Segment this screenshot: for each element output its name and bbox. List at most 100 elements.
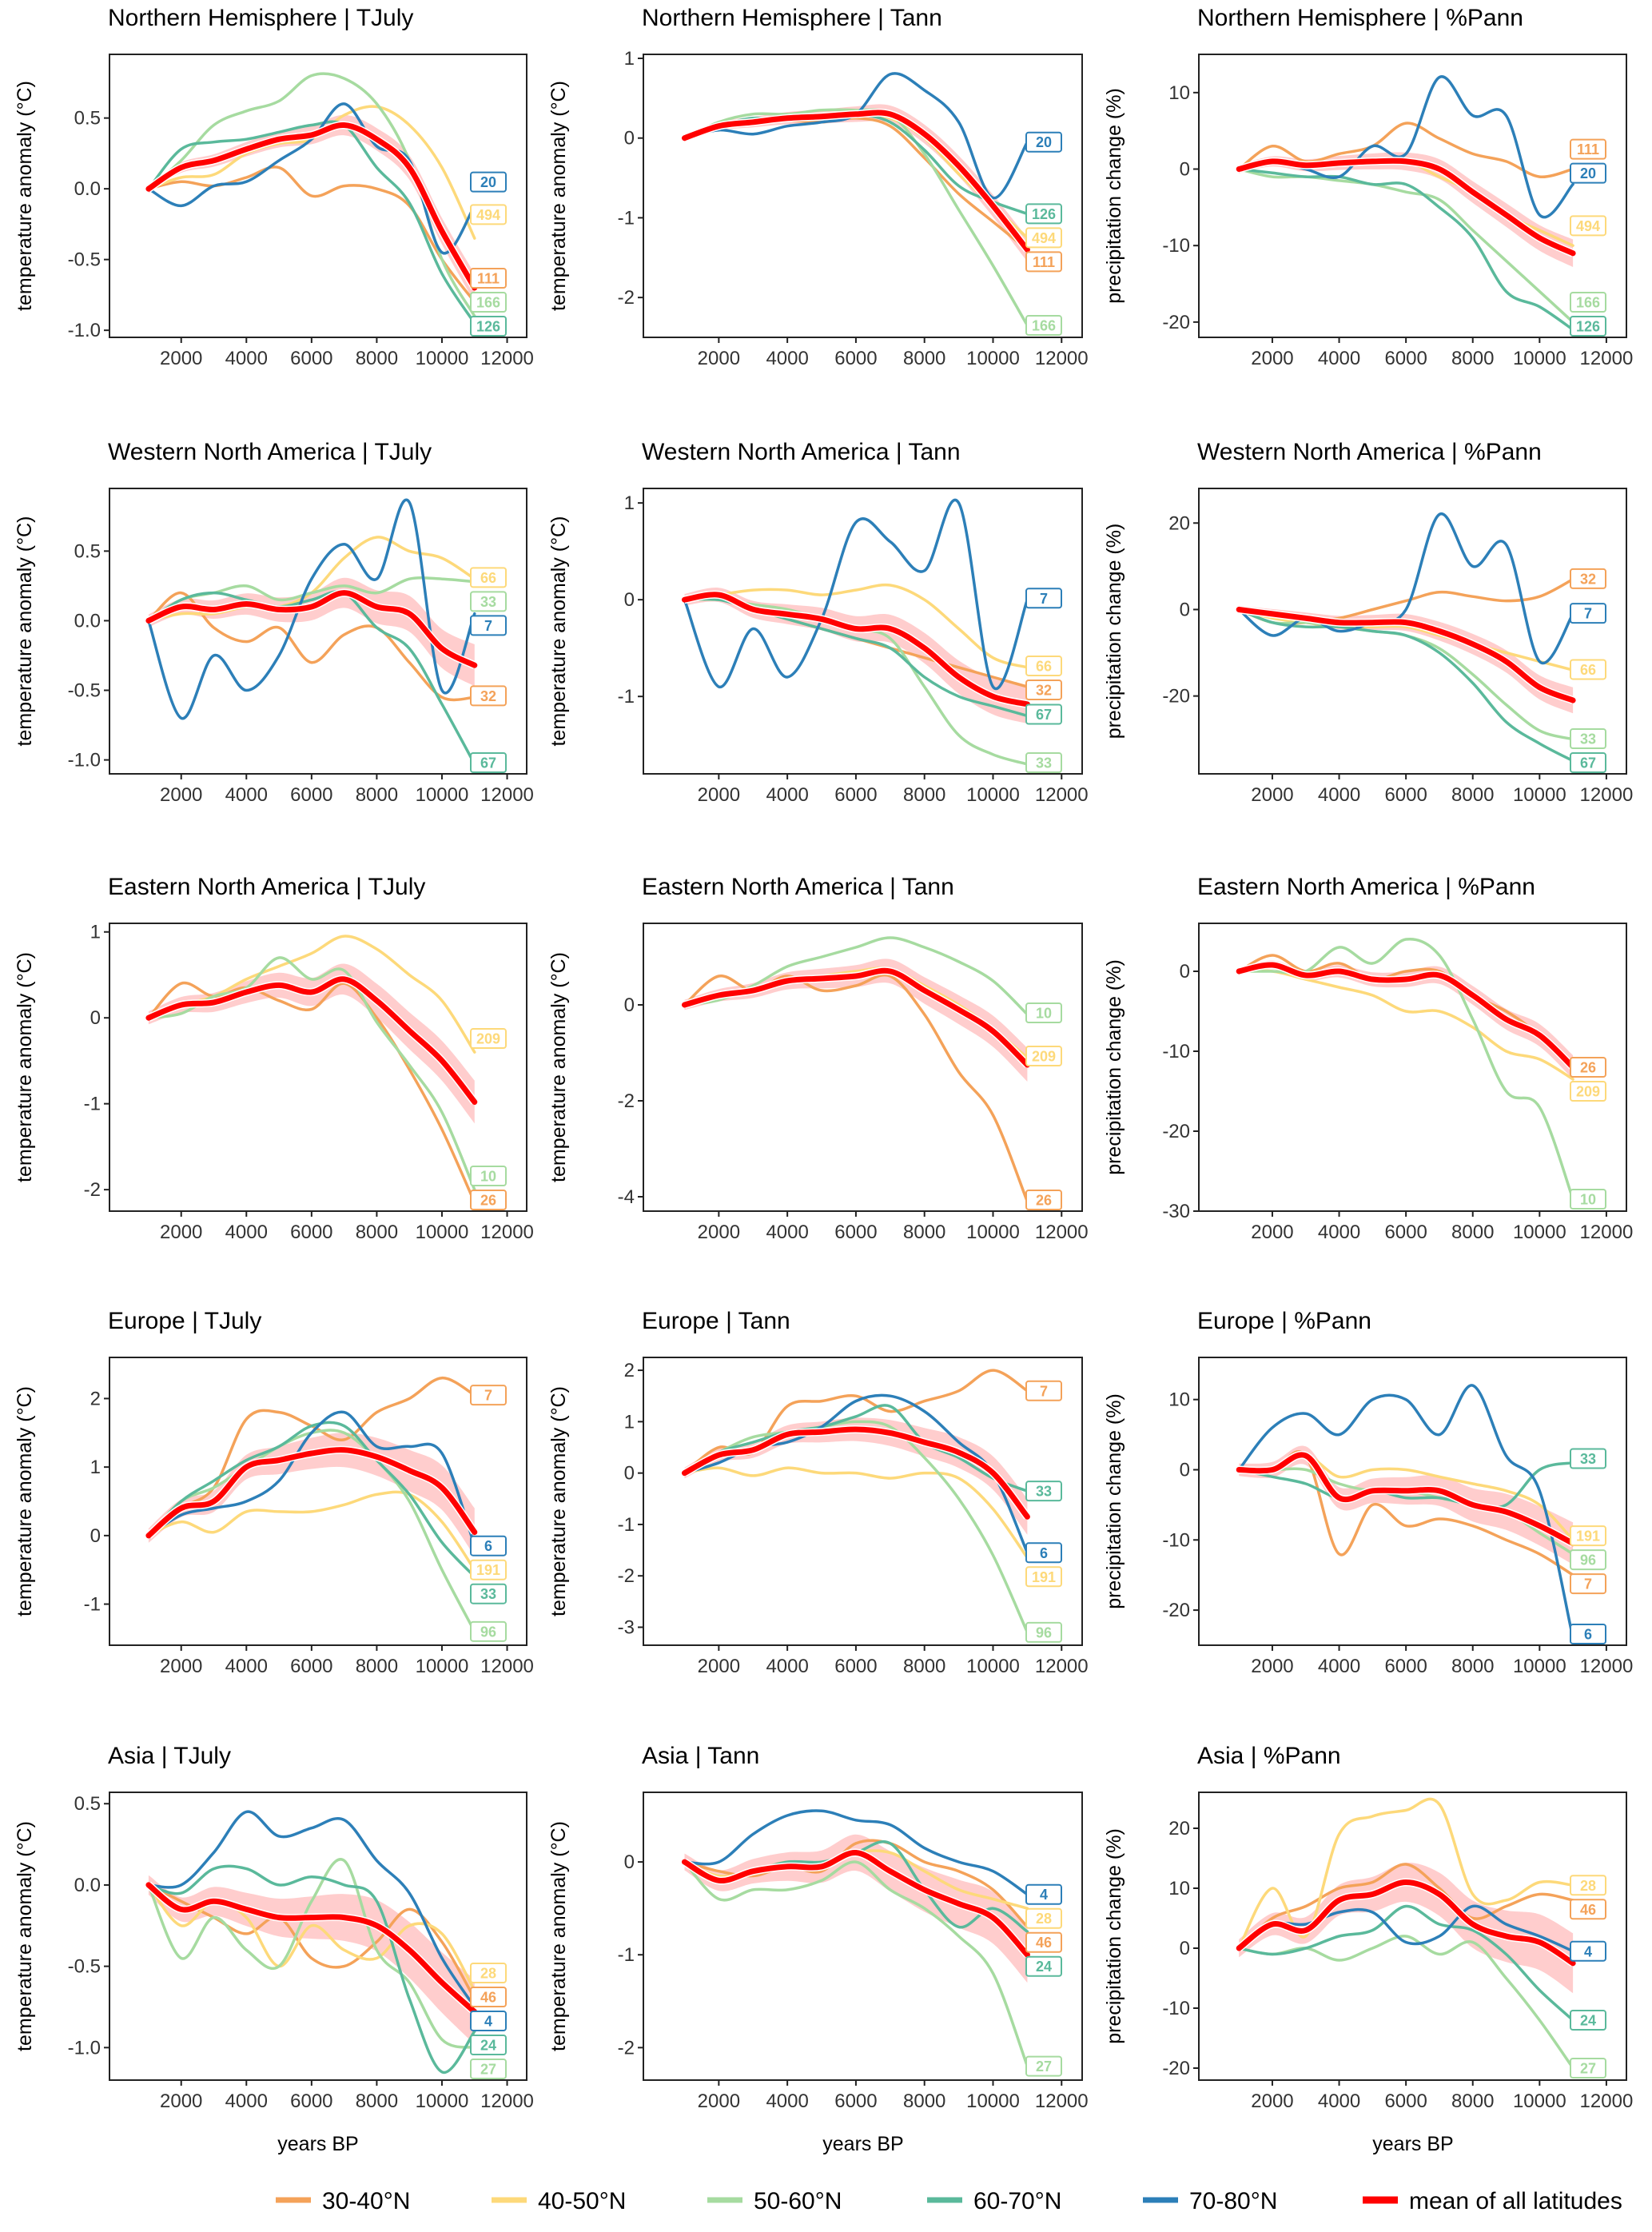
svg-text:111: 111 [1033, 254, 1055, 270]
legend-label: 60-70°N [973, 2188, 1061, 2214]
svg-text:66: 66 [1580, 662, 1596, 678]
count-label: 24 [1570, 2010, 1606, 2031]
svg-text:96: 96 [1036, 1624, 1052, 1640]
svg-text:46: 46 [1036, 1935, 1052, 1951]
x-tick-label: 4000 [766, 2091, 808, 2112]
x-tick-label: 6000 [1384, 1656, 1427, 1677]
y-tick-label: 0 [1180, 599, 1190, 620]
x-tick-label: 12000 [1580, 348, 1634, 369]
y-tick-label: 0 [1180, 961, 1190, 982]
series-line-mean [145, 976, 478, 1105]
svg-text:33: 33 [1580, 1451, 1596, 1467]
count-label: 27 [1570, 2058, 1606, 2079]
y-tick-label: 2 [90, 1388, 101, 1409]
svg-text:494: 494 [476, 207, 500, 223]
series-line-5060 [1237, 167, 1574, 324]
series-line-3040 [1237, 954, 1574, 1069]
y-axis-label: temperature anomaly (°C) [547, 952, 570, 1182]
series-line-3040 [147, 1883, 476, 2001]
x-tick-label: 10000 [416, 2091, 469, 2112]
x-tick-label: 6000 [290, 1222, 332, 1243]
count-label: 33 [470, 1583, 507, 1604]
x-tick-label: 2000 [698, 784, 740, 806]
x-tick-label: 8000 [356, 1656, 398, 1677]
x-tick-label: 4000 [1318, 1222, 1360, 1243]
x-tick-label: 6000 [834, 784, 877, 806]
series-line-7080 [147, 102, 476, 255]
series-line-6070 [147, 1864, 476, 2074]
count-label: 126 [470, 316, 507, 337]
x-tick-label: 4000 [1318, 2091, 1360, 2112]
x-tick-label: 4000 [225, 784, 268, 806]
y-tick-label: -10 [1162, 1998, 1190, 2019]
y-tick-label: 0 [1180, 1938, 1190, 1959]
y-tick-label: -3 [618, 1617, 635, 1639]
y-axis-label: temperature anomaly (°C) [547, 81, 570, 311]
svg-text:191: 191 [476, 1562, 500, 1578]
plot-frame [109, 488, 527, 775]
plot-frame [643, 1792, 1083, 2081]
svg-text:209: 209 [1032, 1049, 1056, 1065]
svg-text:26: 26 [1036, 1193, 1052, 1209]
x-tick-label: 2000 [1251, 2091, 1293, 2112]
panel-title: Eastern North America | Tann [642, 874, 954, 900]
x-tick-label: 6000 [834, 348, 877, 369]
x-tick-label: 6000 [1384, 348, 1427, 369]
series-line-mean [145, 1447, 478, 1539]
y-tick-label: -20 [1162, 686, 1190, 707]
count-label: 46 [1570, 1899, 1606, 1920]
y-tick-label: -4 [618, 1186, 635, 1208]
count-label: 7 [1025, 588, 1062, 609]
series-line-mean [145, 590, 478, 668]
panel-4: Western North America | TJuly temperature… [14, 439, 534, 806]
count-label: 191 [1570, 1525, 1606, 1547]
x-tick-label: 12000 [1035, 784, 1089, 806]
series-line-4050 [683, 1466, 1029, 1560]
count-label: 66 [470, 567, 507, 588]
y-tick-label: 0.5 [74, 540, 101, 562]
x-tick-label: 6000 [1384, 2091, 1427, 2112]
count-label: 209 [1570, 1081, 1606, 1102]
svg-text:32: 32 [1580, 571, 1596, 587]
series-line-mean [682, 967, 1030, 1068]
y-tick-label: 0 [624, 1851, 635, 1873]
series-line-mean [682, 592, 1030, 707]
x-tick-label: 12000 [480, 1656, 534, 1677]
count-label: 33 [1570, 728, 1606, 749]
svg-text:7: 7 [484, 1388, 492, 1404]
series-line-7080 [683, 498, 1029, 691]
plot-frame [109, 54, 527, 338]
count-label: 96 [1025, 1621, 1062, 1643]
svg-text:6: 6 [1040, 1545, 1048, 1561]
y-tick-label: -10 [1162, 1529, 1190, 1551]
y-tick-label: -20 [1162, 1600, 1190, 1621]
x-tick-label: 2000 [1251, 1222, 1293, 1243]
mean-confidence-ribbon [684, 588, 1028, 724]
series-line-4050 [683, 583, 1029, 669]
series-line-mean [145, 122, 478, 291]
y-tick-label: 1 [624, 1411, 635, 1433]
count-label: 494 [470, 204, 507, 225]
x-tick-label: 2000 [698, 1222, 740, 1243]
x-tick-label: 12000 [1580, 2091, 1634, 2112]
svg-text:166: 166 [1032, 318, 1056, 334]
series-line-6070 [147, 590, 476, 766]
y-tick-label: -2 [618, 287, 635, 309]
svg-text:6: 6 [484, 1538, 492, 1554]
x-tick-label: 4000 [225, 1222, 268, 1243]
x-tick-label: 10000 [1513, 348, 1566, 369]
plot-frame [1198, 54, 1627, 338]
svg-text:111: 111 [477, 271, 500, 287]
series-line-5060 [683, 1420, 1029, 1634]
legend-label: mean of all latitudes [1409, 2188, 1622, 2214]
x-tick-label: 2000 [160, 1222, 202, 1243]
y-tick-label: 0.0 [74, 1875, 101, 1896]
series-line-3040 [1237, 122, 1574, 178]
panel-14: Asia | Tann temperature anomaly (°C) 4 28 46… [547, 1743, 1089, 2112]
panel-10: Europe | TJuly temperature anomaly (°C) 7 6… [14, 1308, 534, 1677]
x-tick-label: 2000 [1251, 1656, 1293, 1677]
y-tick-label: 1 [90, 1457, 101, 1478]
series-line-4050 [147, 1490, 476, 1572]
y-axis-label: temperature anomaly (°C) [547, 1386, 570, 1616]
